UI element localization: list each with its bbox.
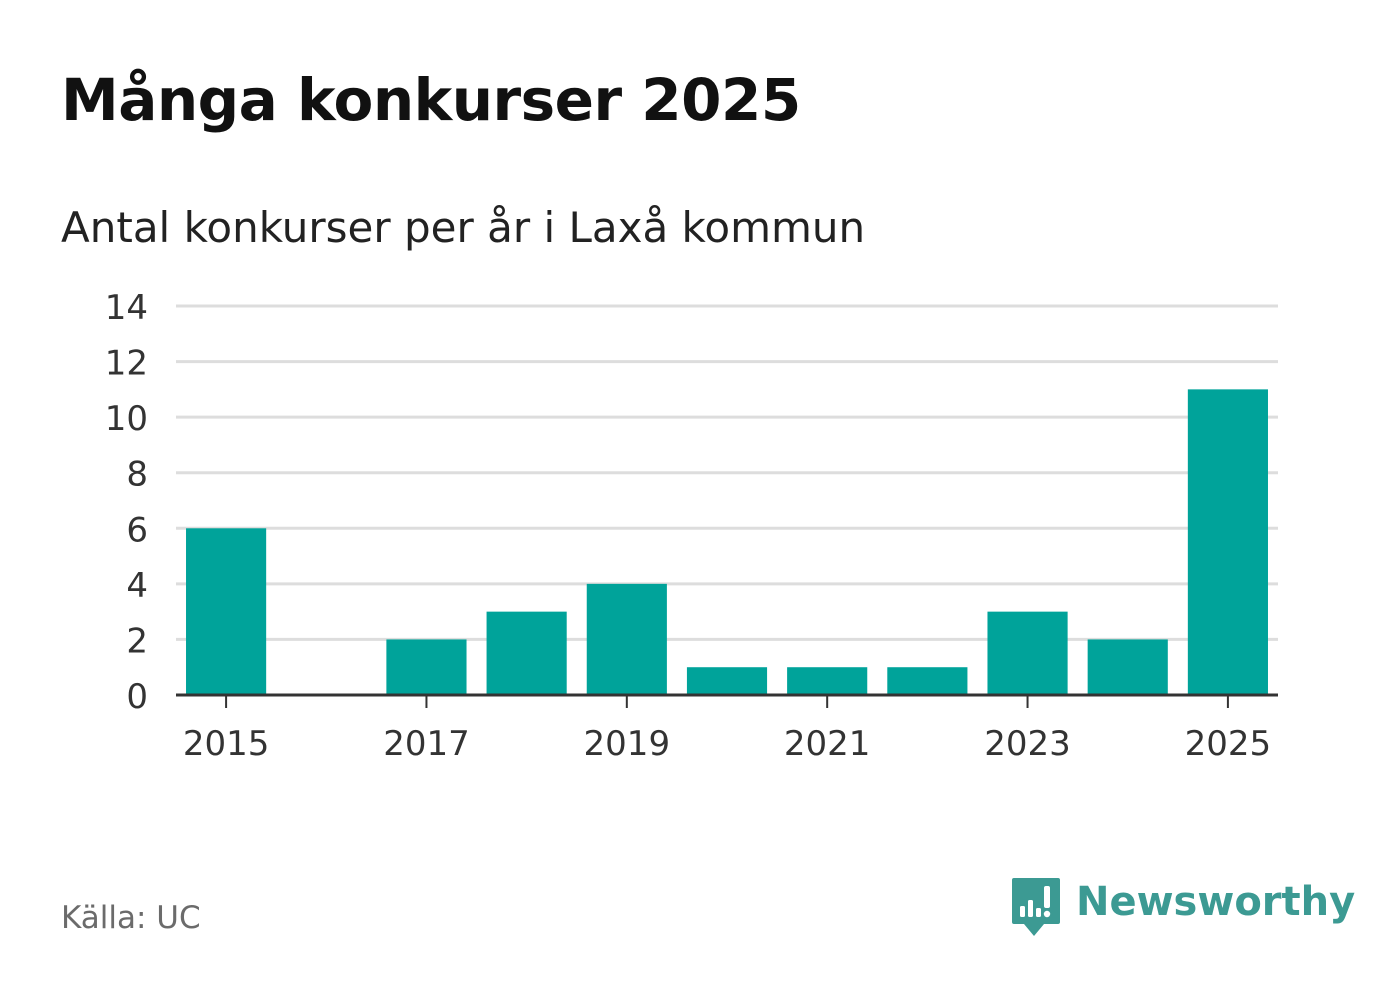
y-tick-label: 4 bbox=[126, 566, 148, 606]
bar-2020 bbox=[686, 667, 768, 695]
grid-lines bbox=[176, 304, 1278, 641]
y-tick-label: 6 bbox=[126, 510, 148, 550]
x-tick-label: 2023 bbox=[984, 724, 1071, 764]
brand-logo-group: Newsworthy bbox=[1010, 876, 1355, 940]
newsworthy-logo-icon bbox=[1012, 878, 1060, 936]
bar-2023 bbox=[987, 611, 1068, 695]
y-tick-label: 12 bbox=[105, 344, 148, 384]
x-tick-label: 2021 bbox=[784, 724, 871, 764]
bar-2017 bbox=[386, 639, 467, 695]
bar-2018 bbox=[486, 611, 567, 695]
y-tick-label: 8 bbox=[126, 455, 148, 495]
x-tick-label: 2019 bbox=[584, 724, 671, 764]
y-tick-label: 2 bbox=[126, 621, 148, 661]
bar-2015 bbox=[186, 528, 267, 695]
y-tick-label: 14 bbox=[105, 288, 148, 328]
bar-2021 bbox=[787, 667, 868, 695]
x-tick-label: 2017 bbox=[383, 724, 470, 764]
bar-2022 bbox=[887, 667, 968, 695]
chart-subtitle: Antal konkurser per år i Laxå kommun bbox=[61, 203, 866, 252]
bars bbox=[186, 389, 1268, 695]
bar-2019 bbox=[586, 583, 667, 695]
chart-title: Många konkurser 2025 bbox=[61, 66, 801, 134]
y-tick-label: 0 bbox=[126, 677, 148, 717]
x-tick-label: 2015 bbox=[183, 724, 270, 764]
y-tick-label: 10 bbox=[105, 399, 148, 439]
bar-2025 bbox=[1187, 389, 1268, 695]
x-tick-label: 2025 bbox=[1185, 724, 1272, 764]
tick-labels: 0 2 4 6 8 10 12 14 2015 2017 2019 2021 2023 2025 bbox=[105, 288, 1271, 764]
axes bbox=[176, 693, 1278, 708]
bar-2024 bbox=[1087, 639, 1168, 695]
source-note: Källa: UC bbox=[61, 900, 201, 936]
brand-name: Newsworthy bbox=[1076, 879, 1356, 925]
